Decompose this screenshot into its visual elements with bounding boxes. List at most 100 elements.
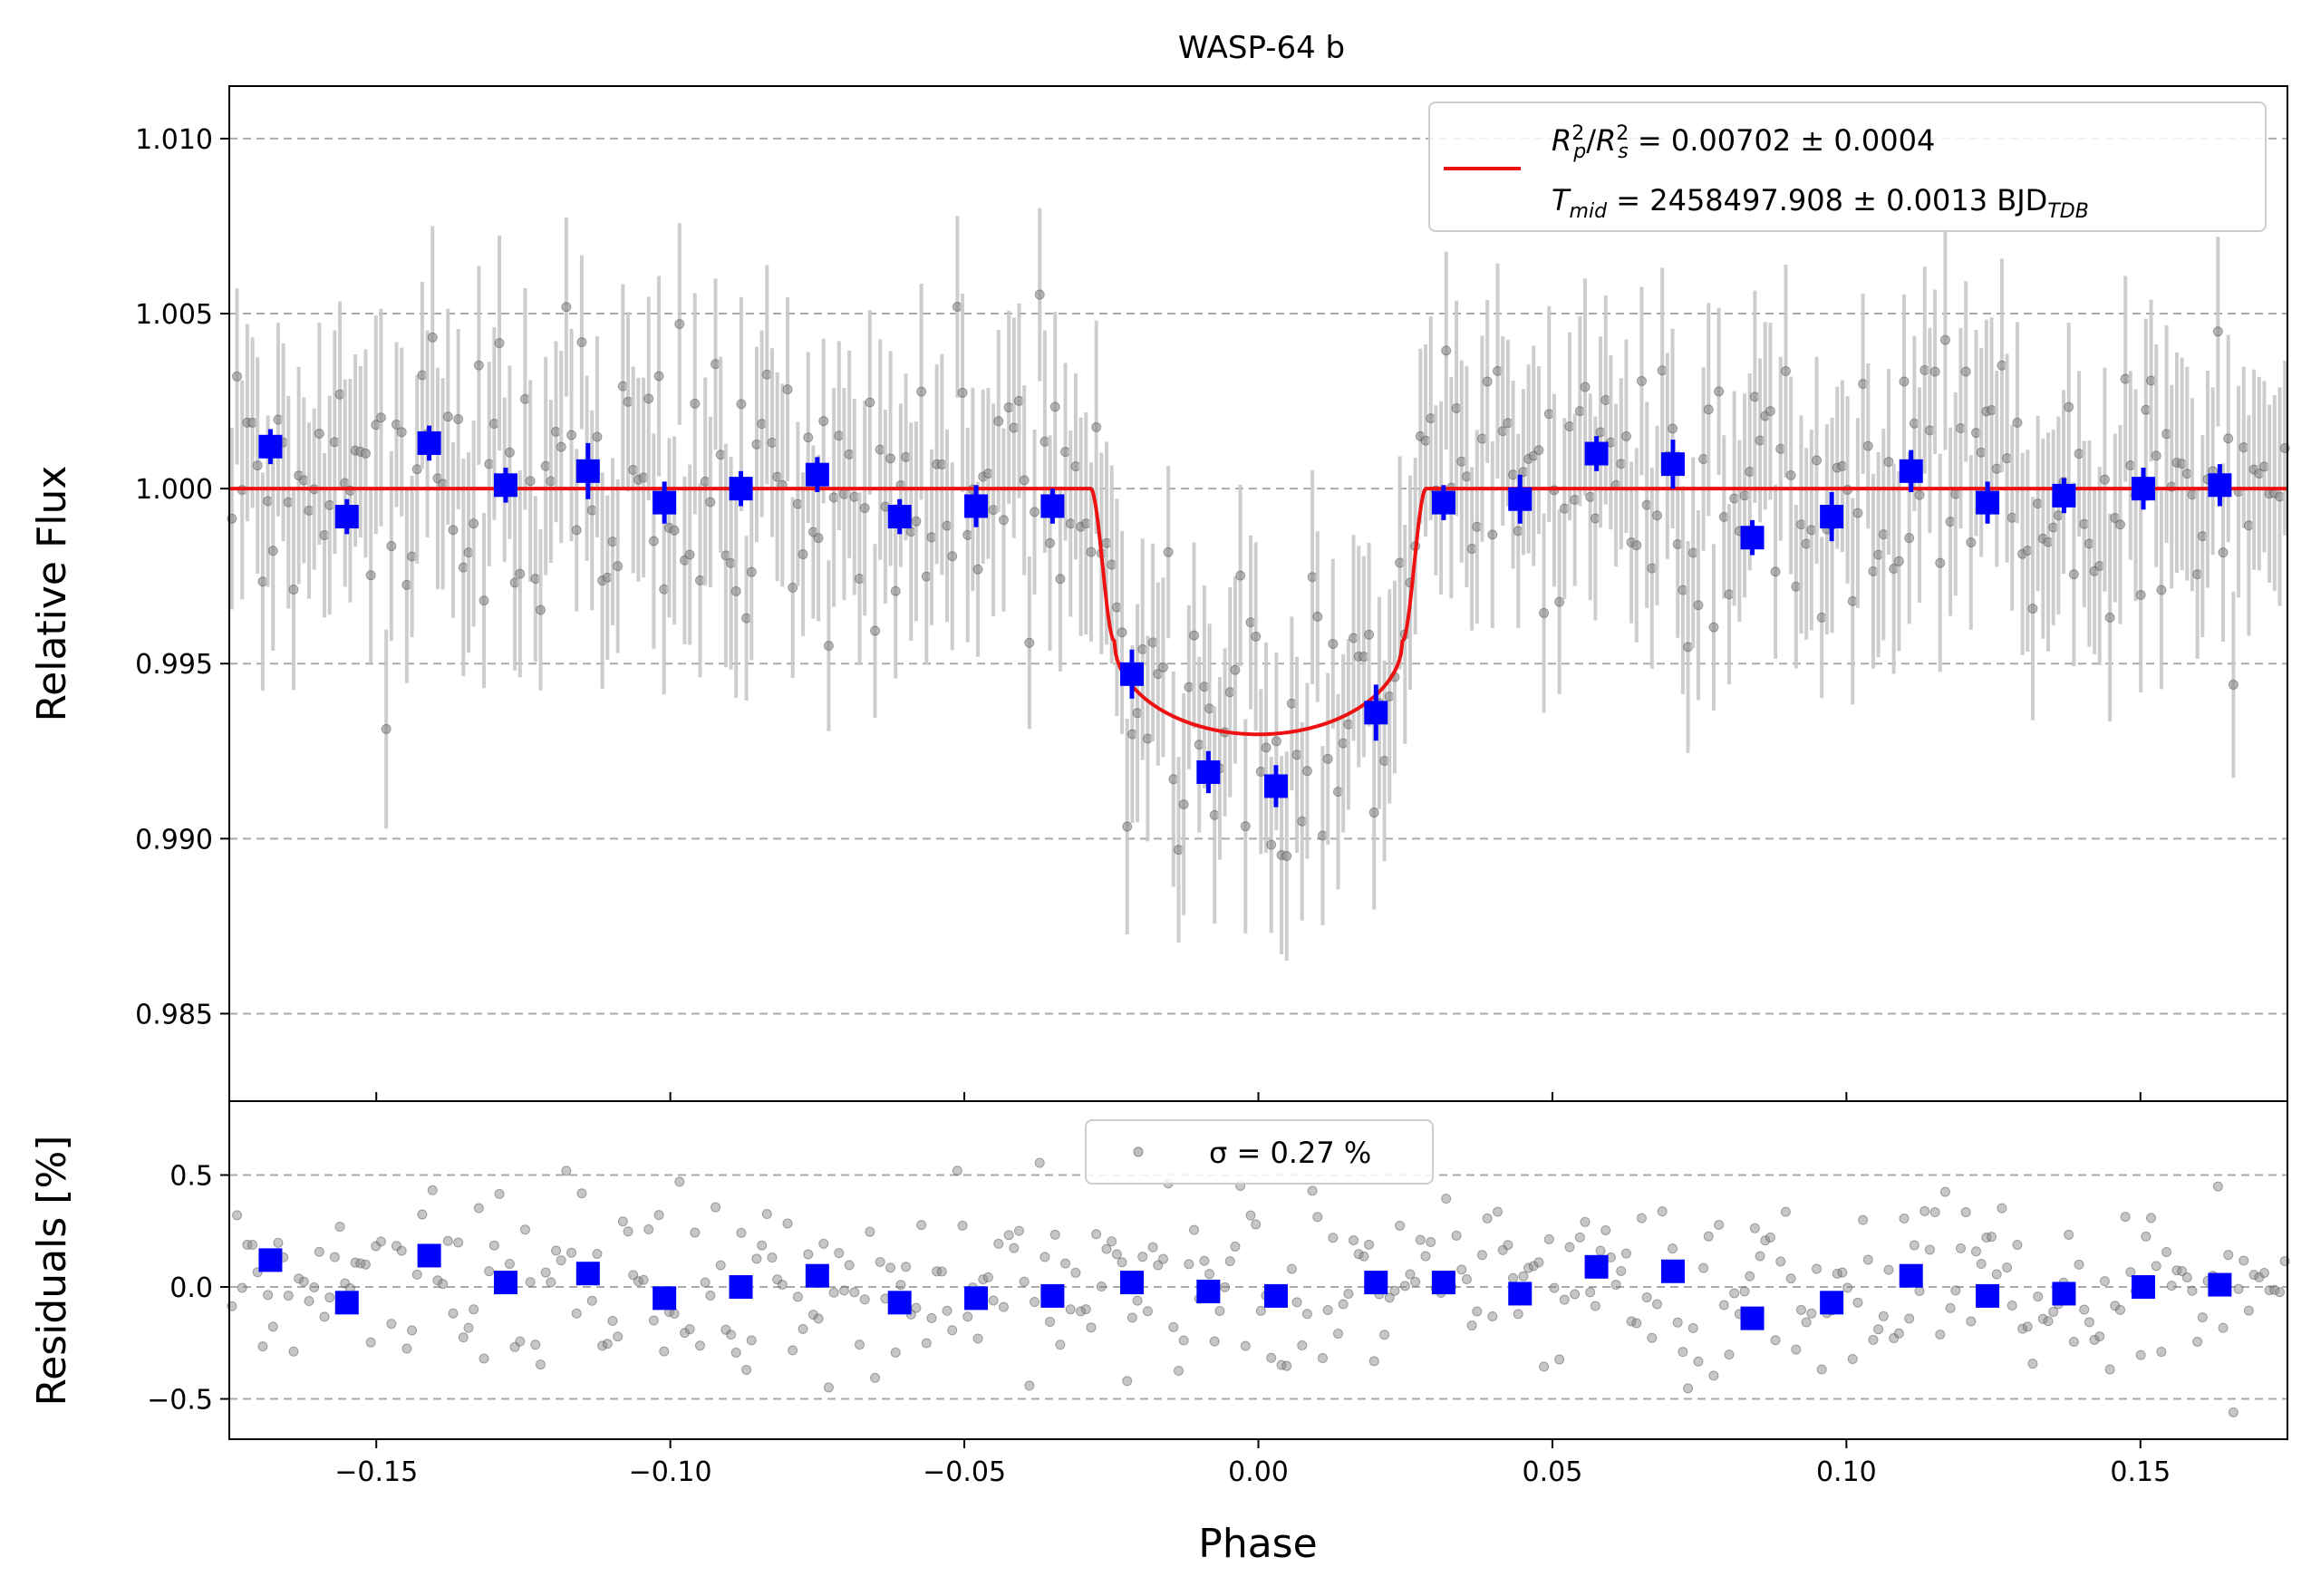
residual-raw-point [411, 1269, 422, 1280]
raw-point [1060, 447, 1071, 458]
raw-point [407, 551, 418, 562]
binned-point [1584, 441, 1609, 466]
raw-point [1039, 436, 1050, 447]
raw-point [1919, 364, 1930, 375]
raw-point [360, 448, 371, 459]
residual-raw-point [2212, 1181, 2223, 1192]
residual-raw-point [1749, 1223, 1760, 1233]
residual-raw-point [1493, 1206, 1504, 1217]
raw-point [715, 450, 726, 460]
raw-point [1991, 463, 2002, 474]
raw-point [1616, 459, 1627, 469]
residual-raw-point [546, 1277, 556, 1288]
residual-raw-point [638, 1274, 649, 1285]
residual-raw-point [1657, 1206, 1668, 1217]
residual-raw-point [921, 1338, 932, 1349]
residual-binned-point [964, 1286, 989, 1311]
raw-point [628, 465, 639, 476]
residual-raw-point [859, 1294, 870, 1305]
residual-raw-point [1107, 1236, 1117, 1247]
raw-point [1317, 830, 1328, 841]
raw-point [1858, 379, 1869, 390]
residual-raw-point [2084, 1317, 2094, 1328]
raw-point [288, 584, 299, 595]
raw-point [2258, 461, 2269, 472]
legend-tmid: Tmid = 2458497.908 ± 0.0013 BJDTDB [1552, 183, 2089, 223]
residual-raw-point [484, 1266, 495, 1277]
raw-point [1703, 404, 1714, 415]
raw-point [1564, 421, 1575, 431]
residual-raw-point [957, 1220, 968, 1231]
residual-raw-point [515, 1336, 526, 1347]
raw-point [1224, 687, 1235, 698]
raw-point [818, 416, 829, 427]
residual-raw-point [247, 1240, 258, 1251]
residual-raw-point [1157, 1253, 1168, 1264]
raw-point [972, 564, 983, 575]
residual-raw-point [1343, 1288, 1354, 1299]
residual-raw-point [730, 1347, 741, 1358]
raw-point [2223, 433, 2234, 444]
residual-raw-point [2043, 1316, 2054, 1327]
binned-point [653, 490, 677, 515]
residual-raw-point [1852, 1297, 1863, 1308]
residual-raw-point [2274, 1287, 2285, 1298]
residual-raw-point [1868, 1334, 1879, 1345]
residual-raw-point [659, 1346, 670, 1357]
residual-raw-point [1770, 1335, 1781, 1346]
raw-point [1533, 445, 1544, 456]
residual-raw-point [818, 1238, 829, 1249]
raw-point [1328, 638, 1339, 649]
raw-point [2177, 459, 2188, 469]
raw-point [1997, 360, 2007, 371]
raw-point [1543, 409, 1554, 420]
raw-point [2192, 569, 2203, 580]
residual-raw-point [298, 1276, 309, 1287]
flux-y-tick-label: 1.010 [135, 124, 213, 156]
residual-raw-point [1220, 1282, 1231, 1292]
raw-point [1301, 766, 1312, 777]
residual-raw-point [1240, 1340, 1251, 1351]
tmid-symbol: T [1552, 183, 1571, 218]
residual-legend-sigma: σ = 0.27 % [1209, 1136, 1371, 1170]
raw-point [1338, 738, 1349, 749]
raw-point [1019, 475, 1030, 486]
raw-point [648, 536, 659, 547]
residual-raw-point [942, 1305, 952, 1316]
raw-point [1101, 537, 1112, 548]
residual-raw-point [962, 1311, 973, 1322]
residual-raw-point [936, 1266, 947, 1277]
residual-raw-point [1878, 1311, 1889, 1321]
residual-raw-point [1461, 1273, 1472, 1284]
residual-raw-point [844, 1260, 855, 1271]
residual-raw-point [586, 1295, 597, 1306]
residual-raw-point [1132, 1295, 1143, 1306]
tmid-subscript: mid [1570, 200, 1609, 223]
residual-raw-point [401, 1343, 412, 1354]
residual-raw-point [1909, 1240, 1919, 1251]
binned-point [2052, 483, 2076, 508]
raw-point [442, 411, 453, 422]
raw-point [885, 453, 896, 464]
raw-point [1873, 549, 1884, 560]
residual-binned-points [258, 1243, 2232, 1330]
residual-raw-point [1564, 1242, 1575, 1253]
residual-binned-point [334, 1291, 359, 1315]
raw-point [942, 520, 952, 531]
residual-raw-point [329, 1252, 340, 1262]
residual-raw-point [1795, 1304, 1806, 1315]
residual-raw-point [1126, 1312, 1137, 1323]
raw-point [1795, 519, 1806, 530]
raw-point [2022, 546, 2033, 556]
raw-point [1812, 455, 1823, 466]
raw-point [617, 381, 628, 392]
residual-y-axis-label: Residuals [%] [29, 1136, 75, 1407]
residual-raw-point [1595, 1245, 1606, 1256]
raw-point [2151, 450, 2161, 461]
rs-symbol: R [1596, 123, 1616, 158]
raw-point [1620, 430, 1631, 441]
raw-point [1755, 435, 1765, 446]
raw-point [1698, 454, 1709, 465]
residual-raw-point [1076, 1306, 1087, 1317]
